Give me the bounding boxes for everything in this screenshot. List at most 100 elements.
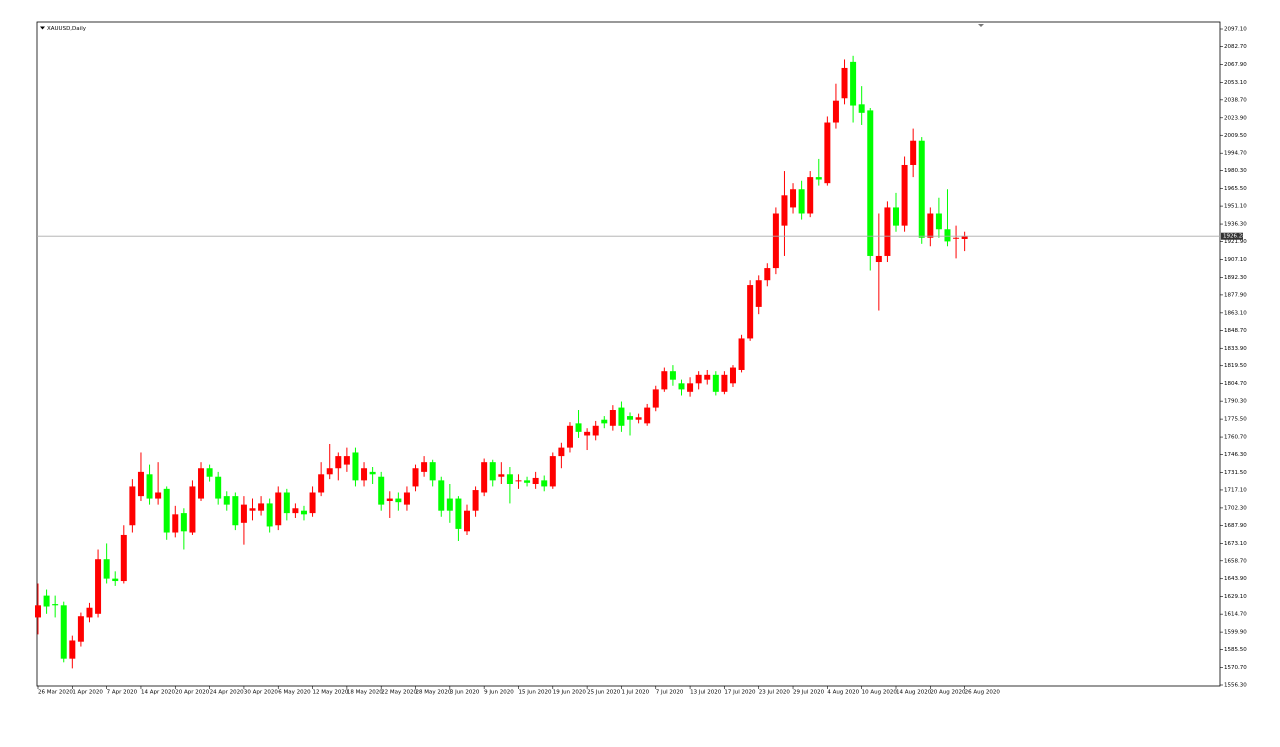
x-tick-label: 3 Jun 2020 (450, 690, 480, 696)
x-tick-label: 18 May 2020 (347, 690, 383, 696)
candle-body (386, 498, 393, 501)
candle-body (189, 486, 196, 533)
x-tick-label: 10 Aug 2020 (862, 690, 898, 696)
candle-body (326, 468, 333, 475)
y-tick-label: 1951.10 (1224, 204, 1247, 210)
candle-body (927, 213, 934, 238)
candle-body (275, 492, 282, 526)
candle-body (884, 207, 891, 256)
x-tick-label: 1 Jul 2020 (621, 690, 649, 696)
candle-body (180, 513, 187, 532)
candle-body (292, 508, 299, 514)
y-tick-label: 1731.50 (1224, 470, 1247, 476)
current-price-label: 1926.28 (1223, 234, 1246, 240)
candle-body (335, 456, 342, 469)
x-tick-label: 7 Apr 2020 (107, 690, 138, 696)
y-tick-label: 1863.10 (1224, 310, 1247, 316)
candle-body (738, 338, 745, 370)
y-tick-label: 1790.30 (1224, 399, 1247, 405)
candle-body (258, 503, 265, 511)
candle-body (446, 498, 453, 511)
candle-body (867, 110, 874, 256)
y-tick-label: 1687.90 (1224, 523, 1247, 529)
x-tick-label: 13 Jul 2020 (690, 690, 722, 696)
y-tick-label: 1570.70 (1224, 665, 1247, 671)
y-tick-label: 1804.70 (1224, 381, 1247, 387)
candle-body (361, 468, 368, 481)
candle-body (850, 61, 857, 106)
candle-body (807, 177, 814, 214)
candle-body (155, 492, 162, 499)
candle-body (378, 476, 385, 505)
x-tick-label: 20 Apr 2020 (175, 690, 210, 696)
x-tick-label: 15 Jun 2020 (518, 690, 552, 696)
candle-body (198, 468, 205, 499)
candle-body (944, 229, 951, 242)
candle-body (506, 474, 513, 485)
y-tick-label: 1965.50 (1224, 186, 1247, 192)
candle-body (566, 425, 573, 448)
x-tick-label: 6 May 2020 (278, 690, 311, 696)
y-tick-label: 2067.90 (1224, 62, 1247, 68)
y-tick-label: 1760.70 (1224, 435, 1247, 441)
candle-body (729, 367, 736, 384)
candle-body (824, 122, 831, 184)
x-tick-label: 14 Aug 2020 (896, 690, 932, 696)
x-tick-label: 12 May 2020 (313, 690, 349, 696)
candle-body (395, 498, 402, 503)
y-tick-label: 1994.70 (1224, 151, 1247, 157)
candle-body (438, 480, 445, 511)
candle-body (558, 447, 565, 457)
candle-body (798, 189, 805, 214)
candle-body (755, 280, 762, 307)
x-tick-label: 19 Jun 2020 (553, 690, 587, 696)
x-tick-label: 24 Apr 2020 (210, 690, 245, 696)
candle-body (721, 374, 728, 392)
x-tick-label: 4 Aug 2020 (827, 690, 859, 696)
x-tick-label: 9 Jun 2020 (484, 690, 514, 696)
candle-body (249, 508, 256, 511)
x-tick-label: 28 May 2020 (416, 690, 452, 696)
y-tick-label: 1702.30 (1224, 505, 1247, 511)
y-tick-label: 1643.90 (1224, 576, 1247, 582)
y-tick-label: 1775.50 (1224, 417, 1247, 423)
candle-body (541, 480, 548, 487)
candle-body (283, 492, 290, 514)
x-tick-label: 22 May 2020 (381, 690, 417, 696)
candle-body (489, 462, 496, 481)
candle-body (129, 486, 136, 526)
candle-body (764, 268, 771, 281)
chart-title: XAUUSD,Daily (47, 26, 87, 32)
candle-body (112, 578, 119, 582)
candle-body (464, 510, 470, 532)
candle-body (524, 480, 531, 483)
x-tick-label: 23 Jul 2020 (759, 690, 791, 696)
candle-body (678, 383, 685, 390)
candle-body (35, 605, 41, 618)
candle-body (953, 237, 960, 239)
candle-body (893, 207, 899, 226)
title-arrow (40, 26, 45, 30)
candle-body (747, 285, 754, 339)
y-tick-label: 2082.70 (1224, 44, 1247, 50)
y-tick-label: 1936.30 (1224, 222, 1247, 228)
candle-body (695, 374, 702, 384)
candle-body (704, 374, 711, 380)
x-tick-label: 14 Apr 2020 (141, 690, 176, 696)
candle-body (592, 425, 599, 436)
y-tick-label: 1921.90 (1224, 239, 1247, 245)
candle-body (875, 255, 882, 263)
y-tick-label: 2009.50 (1224, 133, 1247, 139)
candle-body (712, 374, 719, 392)
candle-body (172, 514, 179, 533)
candle-body (815, 177, 822, 180)
candle-body (95, 559, 102, 614)
candle-body (498, 474, 505, 477)
candle-body (318, 474, 325, 493)
candle-body (206, 468, 213, 477)
x-tick-label: 29 Jul 2020 (793, 690, 825, 696)
y-tick-label: 1556.30 (1224, 683, 1247, 689)
x-tick-label: 25 Jun 2020 (587, 690, 621, 696)
candle-body (609, 410, 616, 426)
